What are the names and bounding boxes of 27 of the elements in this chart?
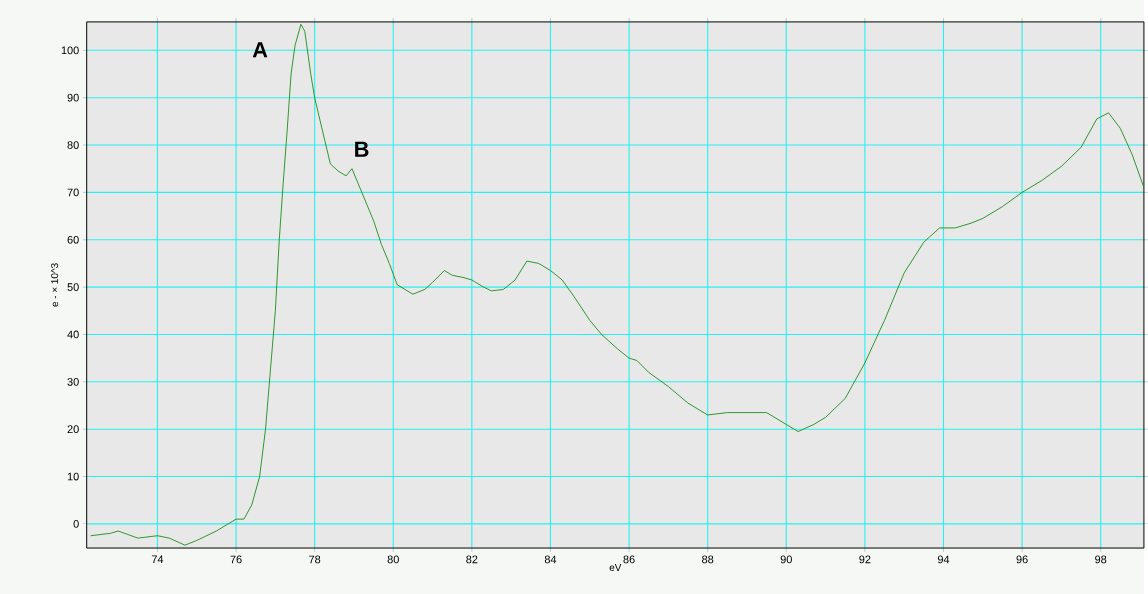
x-tick-label: 88 — [702, 555, 714, 564]
x-tick-label: 94 — [937, 555, 950, 564]
x-tick-label: 86 — [623, 555, 635, 564]
y-tick-label: 80 — [67, 141, 79, 149]
y-tick-label: 0 — [73, 520, 79, 528]
x-tick-label: 78 — [309, 555, 321, 564]
y-tick-label: 20 — [67, 425, 79, 434]
x-tick-label: 98 — [1095, 555, 1107, 564]
y-tick-label: 50 — [67, 283, 79, 292]
x-tick-label: 82 — [466, 555, 478, 564]
x-tick-label: 92 — [859, 555, 871, 564]
y-tick-label: 70 — [67, 188, 79, 197]
x-tick-label: 96 — [1016, 555, 1028, 564]
x-tick-label: 84 — [544, 555, 557, 564]
x-tick-label: 80 — [387, 555, 399, 564]
y-tick-label: 40 — [67, 330, 79, 339]
y-axis-title: e - × 10^3 — [51, 263, 59, 307]
y-tick-label: 90 — [67, 93, 79, 102]
x-tick-label: 90 — [780, 555, 792, 564]
y-tick-label: 60 — [67, 235, 79, 244]
annotation: B — [355, 141, 369, 157]
x-axis-title: eV — [609, 564, 622, 572]
y-tick-label: 100 — [61, 46, 79, 55]
y-tick-label: 30 — [67, 378, 79, 386]
x-tick-label: 74 — [151, 555, 164, 564]
y-tick-label: 10 — [67, 472, 79, 481]
x-tick-label: 76 — [230, 555, 242, 564]
